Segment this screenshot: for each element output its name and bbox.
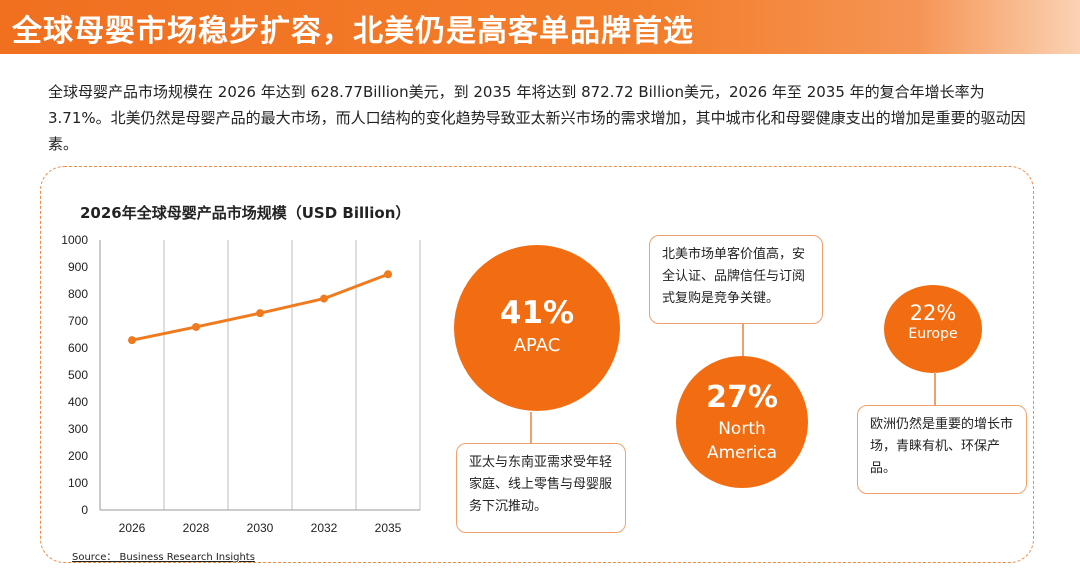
header-banner [0,0,1080,54]
europe-callout-pointer [934,372,936,406]
y-tick-label: 300 [68,422,88,436]
y-tick-label: 1000 [61,233,88,247]
europe-region-label: Europe [908,326,958,342]
intro-paragraph: 全球母婴产品市场规模在 2026 年达到 628.77Billion美元，到 2… [48,83,1026,153]
x-tick-label: 2035 [375,521,402,535]
europe-callout-text: 欧洲仍然是重要的增长市场，青睐有机、环保产品。 [870,417,1014,476]
apac-share-value: 41% [499,295,575,331]
x-tick-label: 2026 [119,521,146,535]
source-note: Source： Business Research Insights [72,552,255,563]
y-tick-label: 100 [68,476,88,490]
y-tick-label: 0 [81,503,88,517]
north-america-callout-text: 北美市场单客价值高，安全认证、品牌信任与订阅式复购是竞争关键。 [662,247,806,306]
europe-callout: 欧洲仍然是重要的增长市场，青睐有机、环保产品。 [857,405,1027,494]
y-tick-label: 200 [68,449,88,463]
x-tick-label: 2028 [183,521,210,535]
north-america-callout: 北美市场单客价值高，安全认证、品牌信任与订阅式复购是竞争关键。 [649,235,823,324]
content-frame [40,166,1034,563]
apac-callout-pointer [530,412,532,444]
north-america-region-label: North America [706,419,778,463]
apac-callout-text: 亚太与东南亚需求受年轻家庭、线上零售与母婴服务下沉推动。 [469,455,613,514]
page-title: 全球母婴市场稳步扩容，北美仍是高客单品牌首选 [12,14,694,49]
chart-title: 2026年全球母婴产品市场规模（USD Billion） [80,204,411,222]
y-tick-label: 500 [68,368,88,382]
north-america-share-value: 27% [706,380,778,415]
data-point [192,322,200,331]
na-callout-pointer [742,323,744,357]
y-tick-label: 600 [68,341,88,355]
europe-share-circle: 22% Europe [884,285,982,373]
apac-share-circle: 41% APAC [454,245,620,411]
data-point [256,309,264,318]
market-size-line-chart: 0 100 200 300 400 500 600 700 800 900 1000 2026 2028… [61,233,421,535]
x-tick-label: 2032 [311,521,338,535]
data-point [320,294,328,303]
series-line [131,272,389,342]
y-tick-label: 900 [68,260,88,274]
north-america-share-circle: 27% North America [676,356,808,488]
x-tick-label: 2030 [247,521,274,535]
data-point [128,336,136,345]
y-tick-label: 700 [68,314,88,328]
data-point [384,270,392,279]
apac-callout: 亚太与东南亚需求受年轻家庭、线上零售与母婴服务下沉推动。 [456,443,626,533]
y-tick-label: 400 [68,395,88,409]
europe-share-value: 22% [909,301,957,325]
y-tick-label: 800 [68,287,88,301]
apac-region-label: APAC [513,335,561,356]
